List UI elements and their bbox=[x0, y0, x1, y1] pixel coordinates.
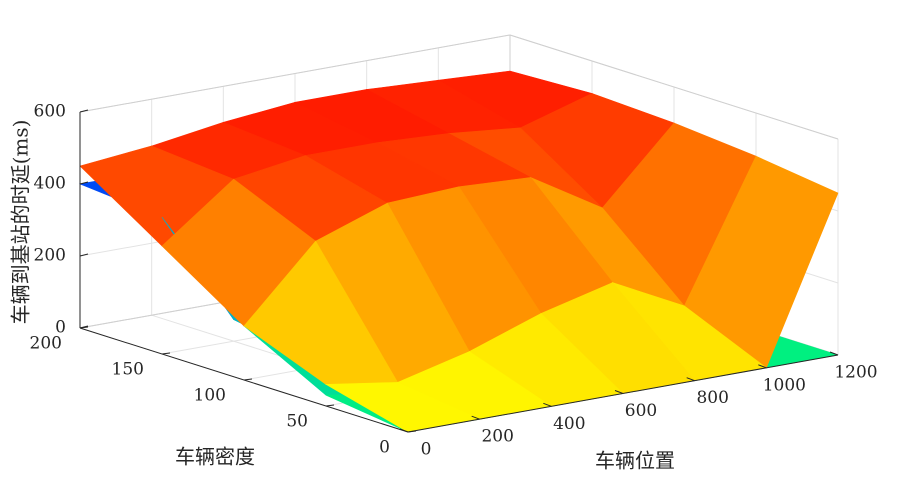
z-tick-label: 600 bbox=[34, 102, 66, 122]
z-tick-label: 0 bbox=[55, 318, 66, 338]
y-axis-label: 车辆密度 bbox=[175, 445, 255, 469]
z-tick-label: 200 bbox=[34, 246, 66, 266]
x-tick-label: 200 bbox=[481, 427, 513, 447]
x-tick-label: 600 bbox=[625, 401, 657, 421]
z-tick bbox=[79, 109, 89, 113]
z-tick bbox=[79, 181, 89, 185]
x-tick bbox=[543, 402, 552, 407]
y-tick bbox=[243, 378, 253, 381]
x-tick-label: 800 bbox=[696, 388, 728, 408]
x-tick bbox=[686, 377, 695, 382]
x-tick-label: 400 bbox=[553, 414, 585, 434]
y-tick-label: 50 bbox=[286, 412, 308, 432]
z-tick bbox=[79, 253, 89, 257]
z-tick bbox=[79, 325, 89, 329]
box-edge bbox=[509, 34, 839, 140]
x-tick-label: 0 bbox=[421, 440, 432, 460]
y-tick-label: 200 bbox=[30, 334, 62, 354]
x-axis-label: 车辆位置 bbox=[595, 449, 675, 473]
z-tick-label: 400 bbox=[34, 174, 66, 194]
z-axis-label: 车辆到基站的时延(ms) bbox=[9, 120, 33, 325]
y-tick-label: 100 bbox=[194, 386, 226, 406]
x-tick-label: 1200 bbox=[834, 363, 877, 383]
y-tick bbox=[161, 352, 171, 355]
x-tick bbox=[399, 428, 409, 433]
x-tick bbox=[758, 364, 767, 369]
box-edge bbox=[79, 34, 511, 113]
x-tick bbox=[471, 415, 480, 420]
x-tick bbox=[829, 351, 839, 356]
y-tick bbox=[325, 404, 335, 407]
y-tick-label: 150 bbox=[112, 360, 144, 380]
y-tick-label: 0 bbox=[379, 438, 390, 458]
x-tick bbox=[614, 390, 624, 394]
x-tick-label: 1000 bbox=[763, 375, 806, 395]
y-tick bbox=[407, 430, 417, 433]
